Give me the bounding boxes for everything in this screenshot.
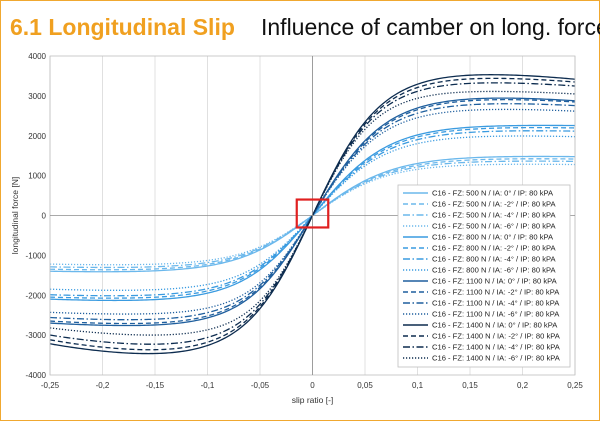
- series-line-7: [49, 135, 576, 291]
- legend-entry-11: C16 - FZ: 1100 N / IA: -6° / IP: 80 kPA: [432, 310, 560, 319]
- y-tick-label: -2000: [26, 291, 47, 300]
- tick-labels: -0,25 -0,2 -0,15 -0,1 -0,05 0 0,05 0,1 0,15 0,2 0,…: [26, 52, 584, 390]
- x-tick-label: -0,1: [201, 381, 215, 390]
- series-line-15: [49, 90, 576, 336]
- y-tick-label: -3000: [26, 331, 47, 340]
- legend-entry-15: C16 - FZ: 1400 N / IA: -6° / IP: 80 kPA: [432, 354, 561, 363]
- legend-entry-2: C16 - FZ: 500 N / IA: -4° / IP: 80 kPA: [432, 211, 557, 220]
- y-tick-label: 0: [42, 212, 47, 221]
- legend-entry-10: C16 - FZ: 1100 N / IA: -4° / IP: 80 kPA: [432, 299, 560, 308]
- legend-entry-12: C16 - FZ: 1400 N / IA: 0° / IP: 80 kPA: [432, 321, 558, 330]
- highlight-rect: [295, 198, 330, 229]
- y-tick-label: 2000: [28, 132, 46, 141]
- section-title: 6.1 Longitudinal Slip: [10, 14, 235, 40]
- legend: C16 - FZ: 500 N / IA: 0° / IP: 80 kPA C16…: [397, 184, 571, 368]
- x-tick-label: -0,15: [146, 381, 165, 390]
- legend-entry-13: C16 - FZ: 1400 N / IA: -2° / IP: 80 kPA: [432, 332, 561, 341]
- x-tick-label: -0,05: [251, 381, 270, 390]
- legend-entry-6: C16 - FZ: 800 N / IA: -4° / IP: 80 kPA: [432, 255, 557, 264]
- y-axis-label: longitudinal force [N]: [10, 177, 20, 255]
- y-tick-label: -1000: [26, 251, 47, 260]
- y-tick-label: 1000: [28, 172, 46, 181]
- series-line-11: [49, 108, 576, 315]
- y-tick-label: 4000: [28, 52, 46, 61]
- highlight-box: [295, 198, 330, 229]
- legend-entry-1: C16 - FZ: 500 N / IA: -2° / IP: 80 kPA: [432, 200, 557, 209]
- slide-title: Influence of camber on long. force: [261, 14, 600, 40]
- legend-entry-8: C16 - FZ: 1100 N / IA: 0° / IP: 80 kPA: [432, 277, 558, 286]
- legend-entry-7: C16 - FZ: 800 N / IA: -6° / IP: 80 kPA: [432, 266, 557, 275]
- x-tick-label: 0,25: [567, 381, 583, 390]
- x-tick-label: 0,05: [357, 381, 373, 390]
- legend-entry-9: C16 - FZ: 1100 N / IA: -2° / IP: 80 kPA: [432, 288, 560, 297]
- legend-entry-0: C16 - FZ: 500 N / IA: 0° / IP: 80 kPA: [432, 189, 554, 198]
- legend-entry-4: C16 - FZ: 800 N / IA: 0° / IP: 80 kPA: [432, 233, 554, 242]
- x-tick-label: 0: [310, 381, 315, 390]
- x-tick-label: -0,2: [96, 381, 110, 390]
- x-tick-label: 0,15: [462, 381, 478, 390]
- x-tick-label: -0,25: [41, 381, 60, 390]
- legend-entry-5: C16 - FZ: 800 N / IA: -2° / IP: 80 kPA: [432, 244, 557, 253]
- legend-entry-3: C16 - FZ: 500 N / IA: -6° / IP: 80 kPA: [432, 222, 557, 231]
- x-axis-label: slip ratio [-]: [292, 395, 334, 405]
- y-tick-label: -4000: [26, 371, 47, 380]
- x-tick-label: 0,1: [412, 381, 424, 390]
- y-tick-label: 3000: [28, 92, 46, 101]
- series-line-10: [49, 103, 576, 321]
- legend-entry-14: C16 - FZ: 1400 N / IA: -4° / IP: 80 kPA: [432, 343, 561, 352]
- x-tick-label: 0,2: [517, 381, 529, 390]
